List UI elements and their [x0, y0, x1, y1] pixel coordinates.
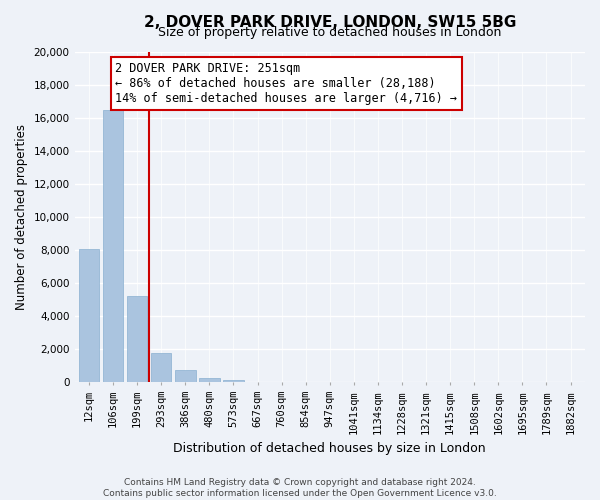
Text: Size of property relative to detached houses in London: Size of property relative to detached ho…: [158, 26, 502, 39]
Text: 2 DOVER PARK DRIVE: 251sqm
← 86% of detached houses are smaller (28,188)
14% of : 2 DOVER PARK DRIVE: 251sqm ← 86% of deta…: [115, 62, 457, 105]
Text: Contains HM Land Registry data © Crown copyright and database right 2024.
Contai: Contains HM Land Registry data © Crown c…: [103, 478, 497, 498]
Bar: [103, 110, 124, 382]
Bar: [127, 296, 148, 382]
X-axis label: Distribution of detached houses by size in London: Distribution of detached houses by size …: [173, 442, 486, 455]
Bar: [223, 380, 244, 382]
Bar: [79, 248, 99, 382]
Bar: [151, 352, 172, 382]
Bar: [175, 370, 196, 382]
Title: 2, DOVER PARK DRIVE, LONDON, SW15 5BG: 2, DOVER PARK DRIVE, LONDON, SW15 5BG: [143, 15, 516, 30]
Y-axis label: Number of detached properties: Number of detached properties: [15, 124, 28, 310]
Bar: [199, 378, 220, 382]
